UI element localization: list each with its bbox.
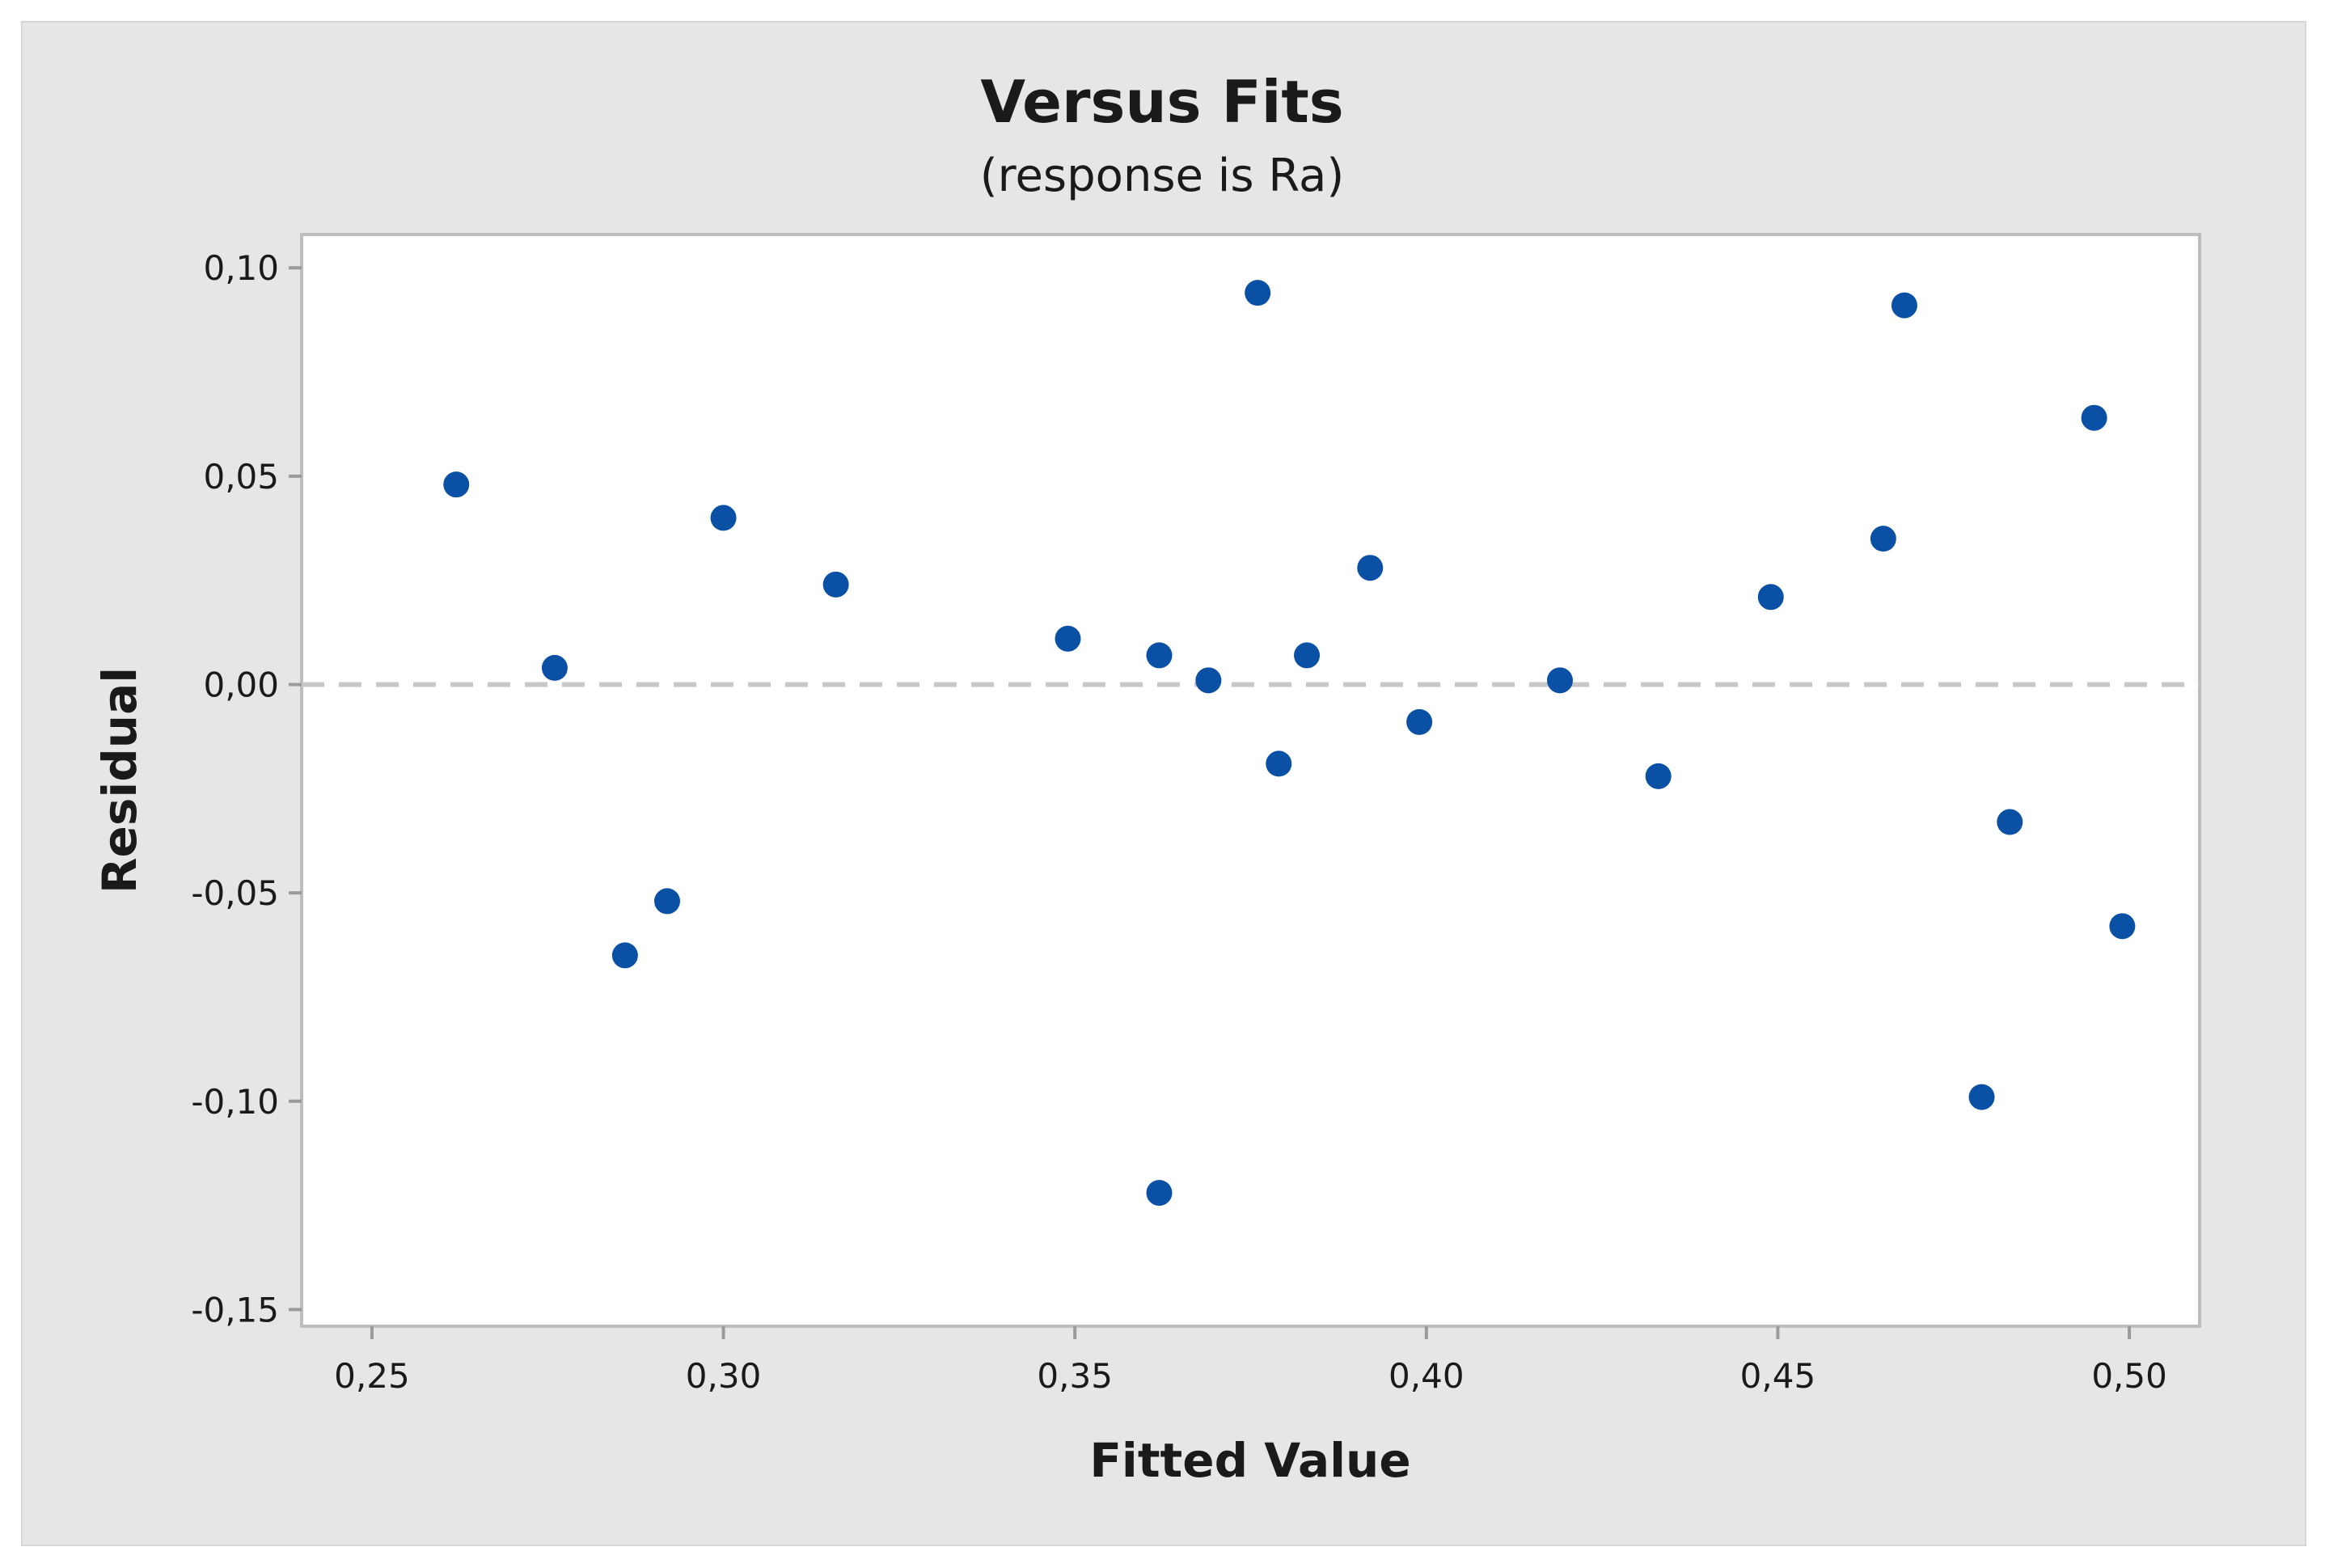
data-point (541, 654, 568, 681)
data-point (611, 942, 638, 969)
data-point (1357, 555, 1384, 581)
data-point (1891, 292, 1917, 319)
data-point (822, 571, 849, 598)
y-tick-label: 0,05 (203, 457, 279, 497)
y-axis-ticks: 0,10 0,05 0,00 -0,05 -0,10 -0,15 (191, 248, 302, 1329)
data-point (443, 471, 470, 498)
data-point (1968, 1084, 1995, 1110)
data-point (1870, 526, 1896, 552)
x-tick-label: 0,50 (2091, 1356, 2167, 1396)
x-axis-label: Fitted Value (1089, 1433, 1410, 1488)
data-point (1266, 750, 1292, 777)
y-tick-label: -0,05 (191, 873, 279, 913)
data-point (710, 505, 737, 531)
data-point (2109, 913, 2136, 940)
y-tick-label: 0,00 (203, 665, 279, 704)
data-point (1146, 1180, 1173, 1207)
y-tick-label: -0,15 (191, 1290, 279, 1329)
data-point (1406, 708, 1433, 735)
chart-subtitle: (response is Ra) (980, 150, 1344, 202)
data-point (1997, 809, 2023, 835)
x-tick-label: 0,35 (1037, 1356, 1113, 1396)
x-tick-label: 0,45 (1740, 1356, 1816, 1396)
data-point (2081, 404, 2107, 431)
data-point (1645, 763, 1672, 789)
x-tick-label: 0,25 (334, 1356, 410, 1396)
data-point (1245, 280, 1271, 306)
x-tick-label: 0,30 (686, 1356, 762, 1396)
residuals-vs-fits-chart: Versus Fits (response is Ra) 0,25 0,30 0,3… (19, 19, 2308, 1548)
plot-area (300, 233, 2201, 1328)
data-point (1546, 667, 1573, 694)
data-point (1195, 667, 1222, 694)
y-axis-label: Residual (92, 667, 147, 894)
y-tick-label: 0,10 (203, 248, 279, 288)
data-point (1294, 642, 1321, 669)
y-tick-label: -0,10 (191, 1082, 279, 1122)
x-tick-label: 0,40 (1389, 1356, 1465, 1396)
data-point (1055, 625, 1081, 652)
x-axis-ticks: 0,25 0,30 0,35 0,40 0,45 0,50 (334, 1326, 2167, 1396)
chart-frame: Versus Fits (response is Ra) 0,25 0,30 0,3… (19, 19, 2308, 1548)
data-point (1757, 584, 1784, 611)
data-point (1146, 642, 1173, 669)
data-point (654, 888, 681, 915)
chart-title: Versus Fits (980, 68, 1343, 136)
data-points (443, 280, 2136, 1207)
